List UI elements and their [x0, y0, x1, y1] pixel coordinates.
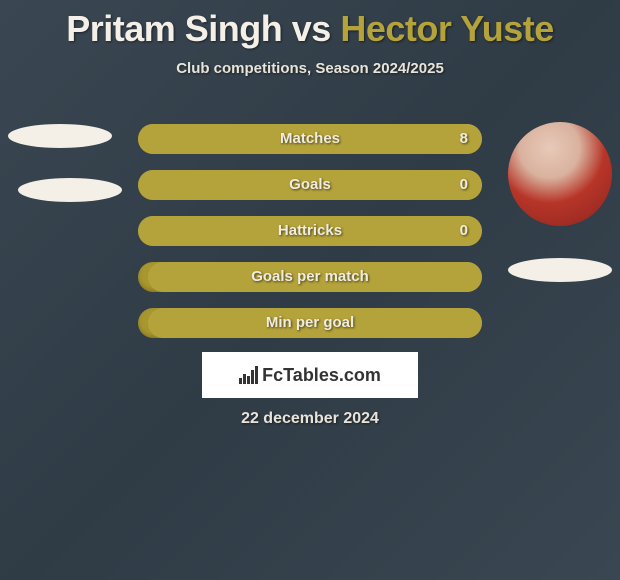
bar-value: 0: [460, 170, 468, 200]
watermark-text: FcTables.com: [262, 365, 381, 386]
bar-fill: [148, 262, 482, 292]
bar-fill: [138, 124, 482, 154]
bar-fill: [138, 170, 482, 200]
bar-value: 8: [460, 124, 468, 154]
bar-row: Hattricks 0: [138, 216, 482, 246]
date-label: 22 december 2024: [0, 410, 620, 428]
bar-row: Matches 8: [138, 124, 482, 154]
bar-row: Goals per match: [138, 262, 482, 292]
chart-icon: [239, 366, 258, 384]
decorative-oval: [8, 124, 112, 148]
bar-value: 0: [460, 216, 468, 246]
player2-avatar: [508, 122, 612, 226]
bar-fill: [138, 216, 482, 246]
comparison-bars: Matches 8 Goals 0 Hattricks 0 Goals per …: [138, 124, 482, 354]
player1-name: Pritam Singh: [66, 8, 282, 49]
decorative-oval: [18, 178, 122, 202]
bar-fill: [148, 308, 482, 338]
bar-row: Min per goal: [138, 308, 482, 338]
subtitle: Club competitions, Season 2024/2025: [0, 60, 620, 77]
fctables-watermark: FcTables.com: [202, 352, 418, 398]
page-title: Pritam Singh vs Hector Yuste: [0, 0, 620, 50]
vs-label: vs: [292, 8, 331, 49]
decorative-oval: [508, 258, 612, 282]
player2-name: Hector Yuste: [340, 8, 553, 49]
bar-row: Goals 0: [138, 170, 482, 200]
